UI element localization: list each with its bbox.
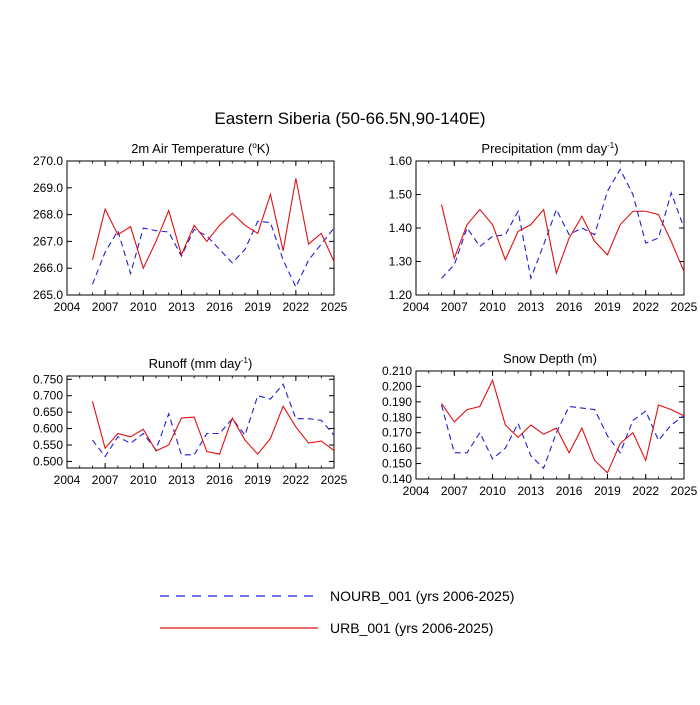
panel-title-runoff: Runoff (mm day-1) bbox=[149, 356, 253, 371]
x-tick-label-precip: 2007 bbox=[441, 300, 468, 314]
x-tick-label-runoff: 2016 bbox=[206, 473, 233, 487]
series-urb-runoff bbox=[91, 401, 335, 456]
series-nourb-snow-depth bbox=[440, 404, 685, 470]
x-tick-label-precip: 2010 bbox=[479, 300, 506, 314]
y-tick-label-snow-depth: 0.150 bbox=[382, 457, 412, 471]
panel-frame-air-temp bbox=[66, 160, 335, 296]
x-tick-label-precip: 2004 bbox=[403, 300, 430, 314]
x-tick-label-runoff: 2007 bbox=[92, 473, 119, 487]
x-tick-label-precip: 2016 bbox=[556, 300, 583, 314]
panel-runoff: Runoff (mm day-1) 2004 2007 2010 2013 2016 201… bbox=[33, 356, 348, 487]
x-tick-label-snow-depth: 2010 bbox=[479, 484, 506, 498]
panel-frame-snow-depth bbox=[415, 370, 685, 480]
panel-title-snow-depth: Snow Depth (m) bbox=[503, 351, 597, 366]
legend-nourb-label: NOURB_001 (yrs 2006-2025) bbox=[330, 588, 514, 604]
y-tick-label-air-temp: 266.0 bbox=[33, 261, 63, 275]
figure-title: Eastern Siberia (50-66.5N,90-140E) bbox=[214, 109, 485, 128]
x-tick-label-air-temp: 2010 bbox=[130, 300, 157, 314]
x-tick-label-air-temp: 2022 bbox=[283, 300, 310, 314]
x-tick-label-runoff: 2013 bbox=[168, 473, 195, 487]
y-tick-label-snow-depth: 0.190 bbox=[382, 395, 412, 409]
y-tick-label-precip: 1.60 bbox=[389, 154, 413, 168]
x-tick-label-precip: 2022 bbox=[632, 300, 659, 314]
series-nourb-runoff bbox=[91, 383, 335, 458]
y-tick-label-runoff: 0.750 bbox=[33, 372, 63, 386]
panel-precip: Precipitation (mm day-1) 2004 2007 2010 2013… bbox=[389, 141, 698, 314]
x-tick-label-runoff: 2019 bbox=[244, 473, 271, 487]
y-tick-label-runoff: 0.600 bbox=[33, 422, 63, 436]
y-tick-label-precip: 1.30 bbox=[389, 255, 413, 269]
x-tick-label-air-temp: 2025 bbox=[321, 300, 348, 314]
x-tick-label-air-temp: 2007 bbox=[92, 300, 119, 314]
y-tick-label-air-temp: 265.0 bbox=[33, 288, 63, 302]
series-nourb-precip bbox=[441, 168, 685, 281]
x-tick-label-snow-depth: 2004 bbox=[403, 484, 430, 498]
x-tick-label-snow-depth: 2013 bbox=[518, 484, 545, 498]
panel-title-precip: Precipitation (mm day-1) bbox=[481, 141, 618, 156]
x-tick-label-runoff: 2022 bbox=[283, 473, 310, 487]
panel-snow-depth: Snow Depth (m) 2004 2007 2010 2013 2016 2019 20… bbox=[382, 351, 698, 498]
series-nourb-air-temp bbox=[91, 220, 335, 289]
series-urb-air-temp bbox=[91, 178, 335, 270]
y-tick-label-precip: 1.50 bbox=[389, 188, 413, 202]
y-tick-label-snow-depth: 0.170 bbox=[382, 426, 412, 440]
x-tick-label-runoff: 2025 bbox=[321, 473, 348, 487]
series-urb-snow-depth bbox=[441, 378, 685, 474]
y-tick-label-runoff: 0.650 bbox=[33, 405, 63, 419]
x-tick-label-snow-depth: 2007 bbox=[441, 484, 468, 498]
y-tick-label-air-temp: 267.0 bbox=[33, 234, 63, 248]
y-tick-label-air-temp: 268.0 bbox=[33, 208, 63, 222]
y-tick-label-runoff: 0.500 bbox=[33, 454, 63, 468]
y-tick-label-precip: 1.40 bbox=[389, 221, 413, 235]
panel-air-temp: 2m Air Temperature (oK) 2004 2007 2010 2013 2… bbox=[33, 141, 348, 314]
x-tick-label-air-temp: 2019 bbox=[244, 300, 271, 314]
y-tick-label-snow-depth: 0.140 bbox=[382, 472, 412, 486]
y-tick-label-air-temp: 270.0 bbox=[33, 154, 63, 168]
y-tick-label-snow-depth: 0.200 bbox=[382, 379, 412, 393]
x-tick-label-runoff: 2010 bbox=[130, 473, 157, 487]
x-tick-label-precip: 2019 bbox=[594, 300, 621, 314]
x-tick-label-snow-depth: 2025 bbox=[671, 484, 698, 498]
x-tick-label-snow-depth: 2016 bbox=[556, 484, 583, 498]
x-tick-label-air-temp: 2004 bbox=[54, 300, 81, 314]
y-tick-label-snow-depth: 0.180 bbox=[382, 410, 412, 424]
x-tick-label-precip: 2025 bbox=[671, 300, 698, 314]
x-tick-label-precip: 2013 bbox=[518, 300, 545, 314]
legend: NOURB_001 (yrs 2006-2025) URB_001 (yrs 2… bbox=[160, 588, 514, 636]
panel-frame-runoff bbox=[66, 375, 335, 469]
y-tick-label-runoff: 0.550 bbox=[33, 438, 63, 452]
y-tick-label-snow-depth: 0.210 bbox=[382, 364, 412, 378]
y-tick-label-runoff: 0.700 bbox=[33, 389, 63, 403]
x-tick-label-runoff: 2004 bbox=[54, 473, 81, 487]
x-tick-label-snow-depth: 2019 bbox=[594, 484, 621, 498]
panel-frame-precip bbox=[415, 160, 685, 296]
x-tick-label-air-temp: 2016 bbox=[206, 300, 233, 314]
series-urb-precip bbox=[440, 204, 685, 276]
x-tick-label-snow-depth: 2022 bbox=[632, 484, 659, 498]
panel-title-air-temp: 2m Air Temperature (oK) bbox=[131, 141, 270, 156]
y-tick-label-precip: 1.20 bbox=[389, 288, 413, 302]
legend-urb-label: URB_001 (yrs 2006-2025) bbox=[330, 620, 493, 636]
y-tick-label-snow-depth: 0.160 bbox=[382, 441, 412, 455]
x-tick-label-air-temp: 2013 bbox=[168, 300, 195, 314]
y-tick-label-air-temp: 269.0 bbox=[33, 181, 63, 195]
